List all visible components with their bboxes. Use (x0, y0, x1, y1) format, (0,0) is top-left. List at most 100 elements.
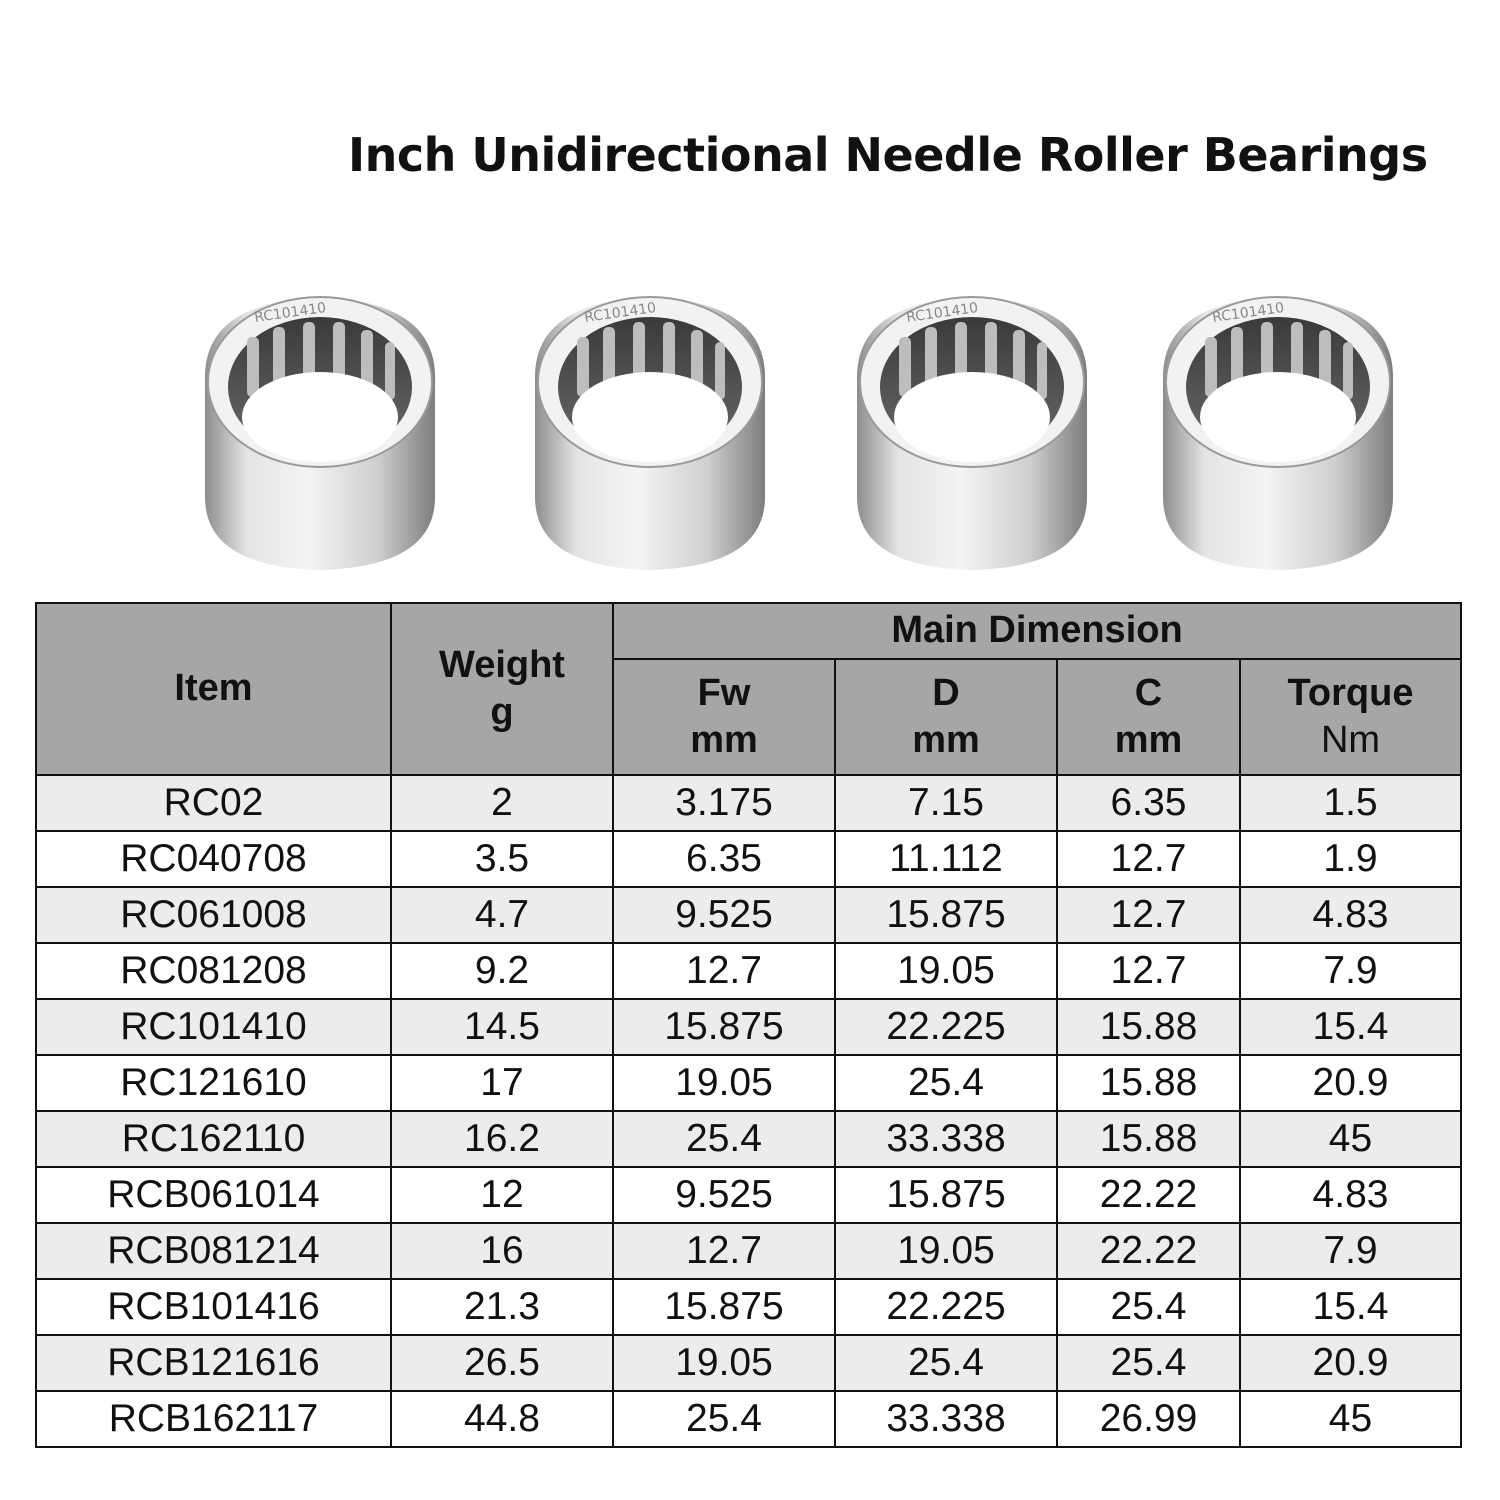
cell-item: RC162110 (35, 1110, 392, 1168)
cell-weight: 21.3 (390, 1278, 614, 1336)
header-fw-unit: mm (690, 719, 758, 761)
cell-c: 12.7 (1056, 830, 1241, 888)
cell-c: 12.7 (1056, 886, 1241, 944)
header-fw: Fw mm (612, 658, 836, 776)
cell-torque: 20.9 (1239, 1334, 1462, 1392)
bearing-image: RC101410 (195, 282, 445, 572)
cell-d: 25.4 (834, 1334, 1058, 1392)
cell-item: RCB061014 (35, 1166, 392, 1224)
cell-weight: 26.5 (390, 1334, 614, 1392)
cell-torque: 45 (1239, 1390, 1462, 1448)
header-main-dimension: Main Dimension (612, 602, 1462, 660)
header-torque-unit: Nm (1320, 719, 1381, 761)
bearing-image: RC101410 (847, 282, 1097, 572)
cell-fw: 25.4 (612, 1110, 836, 1168)
cell-item: RC061008 (35, 886, 392, 944)
cell-torque: 45 (1239, 1110, 1462, 1168)
cell-c: 15.88 (1056, 1110, 1241, 1168)
header-torque-label: Torque (1287, 671, 1414, 714)
table-row: RC162110 16.2 25.4 33.338 15.88 45 (35, 1110, 1462, 1168)
cell-torque: 15.4 (1239, 1278, 1462, 1336)
bearing-icon: RC101410 (857, 296, 1087, 570)
cell-weight: 16 (390, 1222, 614, 1280)
cell-fw: 9.525 (612, 1166, 836, 1224)
cell-fw: 9.525 (612, 886, 836, 944)
header-torque: Torque Nm (1239, 658, 1462, 776)
product-images: RC101410 RC101410 (0, 282, 1500, 582)
cell-fw: 3.175 (612, 774, 836, 832)
header-d-unit: mm (912, 719, 980, 761)
table-row: RCB061014 12 9.525 15.875 22.22 4.83 (35, 1166, 1462, 1224)
cell-d: 19.05 (834, 1222, 1058, 1280)
spec-table: Item Weight g Main Dimension Fw mm D mm … (35, 602, 1462, 1448)
cell-torque: 20.9 (1239, 1054, 1462, 1112)
table-row: RCB101416 21.3 15.875 22.225 25.4 15.4 (35, 1278, 1462, 1336)
header-d-label: D (932, 671, 960, 714)
cell-weight: 3.5 (390, 830, 614, 888)
cell-c: 25.4 (1056, 1334, 1241, 1392)
cell-weight: 2 (390, 774, 614, 832)
cell-weight: 12 (390, 1166, 614, 1224)
cell-c: 25.4 (1056, 1278, 1241, 1336)
table-row: RC081208 9.2 12.7 19.05 12.7 7.9 (35, 942, 1462, 1000)
cell-c: 15.88 (1056, 998, 1241, 1056)
cell-torque: 4.83 (1239, 1166, 1462, 1224)
cell-item: RC121610 (35, 1054, 392, 1112)
table-row: RCB081214 16 12.7 19.05 22.22 7.9 (35, 1222, 1462, 1280)
cell-d: 19.05 (834, 942, 1058, 1000)
cell-fw: 6.35 (612, 830, 836, 888)
cell-item: RC02 (35, 774, 392, 832)
cell-d: 7.15 (834, 774, 1058, 832)
cell-c: 15.88 (1056, 1054, 1241, 1112)
table-row: RC121610 17 19.05 25.4 15.88 20.9 (35, 1054, 1462, 1112)
cell-item: RCB162117 (35, 1390, 392, 1448)
cell-c: 12.7 (1056, 942, 1241, 1000)
cell-item: RC081208 (35, 942, 392, 1000)
header-item: Item (35, 602, 392, 776)
cell-item: RCB101416 (35, 1278, 392, 1336)
cell-fw: 15.875 (612, 998, 836, 1056)
cell-d: 22.225 (834, 998, 1058, 1056)
cell-d: 33.338 (834, 1390, 1058, 1448)
header-d: D mm (834, 658, 1058, 776)
header-weight-unit: g (490, 691, 514, 733)
cell-d: 15.875 (834, 886, 1058, 944)
cell-weight: 9.2 (390, 942, 614, 1000)
header-c: C mm (1056, 658, 1241, 776)
cell-weight: 44.8 (390, 1390, 614, 1448)
bearing-image: RC101410 (525, 282, 775, 572)
cell-d: 25.4 (834, 1054, 1058, 1112)
cell-weight: 17 (390, 1054, 614, 1112)
cell-c: 26.99 (1056, 1390, 1241, 1448)
cell-torque: 1.5 (1239, 774, 1462, 832)
cell-item: RCB081214 (35, 1222, 392, 1280)
cell-item: RC040708 (35, 830, 392, 888)
cell-torque: 4.83 (1239, 886, 1462, 944)
cell-item: RC101410 (35, 998, 392, 1056)
cell-fw: 12.7 (612, 1222, 836, 1280)
cell-weight: 16.2 (390, 1110, 614, 1168)
cell-weight: 14.5 (390, 998, 614, 1056)
cell-torque: 7.9 (1239, 942, 1462, 1000)
cell-c: 22.22 (1056, 1222, 1241, 1280)
header-weight-label: Weight (439, 643, 565, 686)
cell-fw: 19.05 (612, 1334, 836, 1392)
table-row: RCB121616 26.5 19.05 25.4 25.4 20.9 (35, 1334, 1462, 1392)
cell-torque: 1.9 (1239, 830, 1462, 888)
cell-c: 22.22 (1056, 1166, 1241, 1224)
header-c-label: C (1134, 671, 1163, 714)
cell-torque: 15.4 (1239, 998, 1462, 1056)
table-row: RC040708 3.5 6.35 11.112 12.7 1.9 (35, 830, 1462, 888)
cell-fw: 25.4 (612, 1390, 836, 1448)
table-row: RC101410 14.5 15.875 22.225 15.88 15.4 (35, 998, 1462, 1056)
cell-torque: 7.9 (1239, 1222, 1462, 1280)
cell-fw: 15.875 (612, 1278, 836, 1336)
cell-weight: 4.7 (390, 886, 614, 944)
bearing-icon: RC101410 (1163, 296, 1393, 570)
bearing-icon: RC101410 (205, 296, 435, 570)
cell-d: 15.875 (834, 1166, 1058, 1224)
table-row: RCB162117 44.8 25.4 33.338 26.99 45 (35, 1390, 1462, 1448)
cell-c: 6.35 (1056, 774, 1241, 832)
cell-item: RCB121616 (35, 1334, 392, 1392)
header-fw-label: Fw (697, 671, 751, 714)
